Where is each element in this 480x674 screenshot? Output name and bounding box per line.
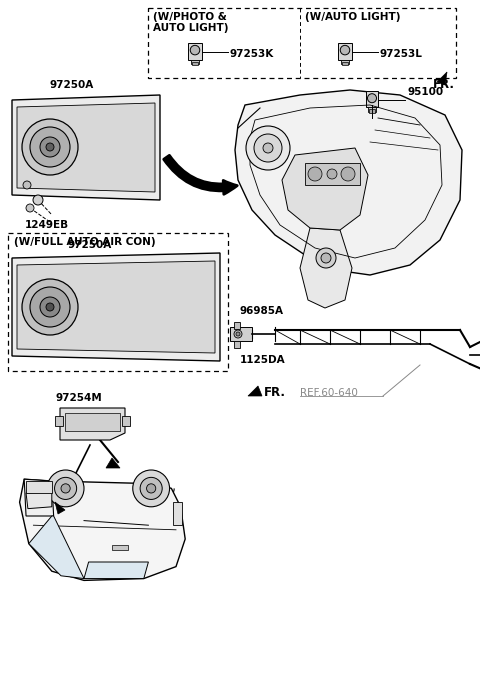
Bar xyxy=(366,91,378,107)
Text: 1125DA: 1125DA xyxy=(240,355,286,365)
Polygon shape xyxy=(12,253,220,361)
Circle shape xyxy=(61,484,70,493)
Circle shape xyxy=(308,167,322,181)
Bar xyxy=(305,163,360,185)
Circle shape xyxy=(55,477,77,499)
Bar xyxy=(338,42,352,59)
Polygon shape xyxy=(235,90,462,275)
Circle shape xyxy=(47,470,84,507)
Circle shape xyxy=(341,167,355,181)
Text: 95100: 95100 xyxy=(407,87,443,97)
Bar xyxy=(230,327,252,341)
Bar xyxy=(234,322,240,329)
Text: 97250A: 97250A xyxy=(50,80,94,90)
Bar xyxy=(188,42,202,59)
Bar xyxy=(192,61,198,65)
Bar xyxy=(369,107,375,112)
Circle shape xyxy=(236,332,240,336)
Bar xyxy=(111,545,128,550)
Polygon shape xyxy=(248,386,262,396)
Circle shape xyxy=(46,143,54,151)
Text: 97254M: 97254M xyxy=(55,393,102,403)
Bar xyxy=(90,151,118,159)
Bar xyxy=(8,233,228,371)
Text: REF.60-640: REF.60-640 xyxy=(300,388,358,398)
Polygon shape xyxy=(55,502,65,514)
Polygon shape xyxy=(84,562,148,578)
Bar xyxy=(188,273,206,283)
Polygon shape xyxy=(24,479,54,516)
Text: 97253K: 97253K xyxy=(230,49,274,59)
Circle shape xyxy=(146,484,156,493)
Polygon shape xyxy=(106,458,120,468)
Circle shape xyxy=(368,94,376,102)
Circle shape xyxy=(263,143,273,153)
Bar xyxy=(148,8,456,78)
Polygon shape xyxy=(300,228,352,308)
Bar xyxy=(65,413,120,431)
Bar xyxy=(122,416,130,426)
Circle shape xyxy=(140,477,162,499)
Text: FR.: FR. xyxy=(264,386,286,400)
Polygon shape xyxy=(437,72,447,85)
Polygon shape xyxy=(20,479,185,580)
Circle shape xyxy=(340,45,350,55)
Bar xyxy=(130,113,148,128)
Circle shape xyxy=(321,253,331,263)
Polygon shape xyxy=(12,95,160,200)
Circle shape xyxy=(30,287,70,327)
Text: 96985A: 96985A xyxy=(240,306,284,316)
Circle shape xyxy=(26,204,34,212)
Bar xyxy=(130,135,148,150)
Circle shape xyxy=(327,169,337,179)
FancyArrowPatch shape xyxy=(164,155,237,194)
Circle shape xyxy=(190,45,200,55)
Circle shape xyxy=(316,248,336,268)
Circle shape xyxy=(46,303,54,311)
Bar xyxy=(55,416,63,426)
Circle shape xyxy=(246,126,290,170)
Polygon shape xyxy=(17,103,155,192)
Text: AUTO LIGHT): AUTO LIGHT) xyxy=(153,23,228,33)
Bar xyxy=(341,59,349,64)
Circle shape xyxy=(254,134,282,162)
Text: FR.: FR. xyxy=(433,78,455,91)
Bar xyxy=(188,299,206,309)
Bar xyxy=(130,157,148,172)
Polygon shape xyxy=(60,408,125,440)
Bar xyxy=(26,481,52,493)
Polygon shape xyxy=(29,516,84,578)
Circle shape xyxy=(23,181,31,189)
Bar xyxy=(191,59,199,64)
Text: (W/FULL AUTO AIR CON): (W/FULL AUTO AIR CON) xyxy=(14,237,156,247)
Bar xyxy=(188,312,206,322)
Bar xyxy=(342,61,348,65)
Circle shape xyxy=(22,119,78,175)
Bar xyxy=(188,286,206,296)
Bar xyxy=(87,268,147,313)
Text: 97250A: 97250A xyxy=(68,240,112,250)
Polygon shape xyxy=(26,492,52,509)
Circle shape xyxy=(40,297,60,317)
Bar xyxy=(173,502,182,525)
Circle shape xyxy=(33,195,43,205)
Bar xyxy=(90,139,118,147)
Bar xyxy=(90,163,118,171)
Circle shape xyxy=(234,330,242,338)
Text: (W/PHOTO &: (W/PHOTO & xyxy=(153,12,227,22)
Bar xyxy=(234,341,240,348)
Circle shape xyxy=(40,137,60,157)
Text: 1249EB: 1249EB xyxy=(25,220,69,230)
Text: 97253L: 97253L xyxy=(380,49,423,59)
Text: (W/AUTO LIGHT): (W/AUTO LIGHT) xyxy=(305,12,400,22)
Circle shape xyxy=(133,470,169,507)
Bar xyxy=(369,109,375,113)
Bar xyxy=(90,115,118,123)
Bar xyxy=(90,127,118,135)
Circle shape xyxy=(22,279,78,335)
Polygon shape xyxy=(282,148,368,230)
Polygon shape xyxy=(17,261,215,353)
Circle shape xyxy=(30,127,70,167)
